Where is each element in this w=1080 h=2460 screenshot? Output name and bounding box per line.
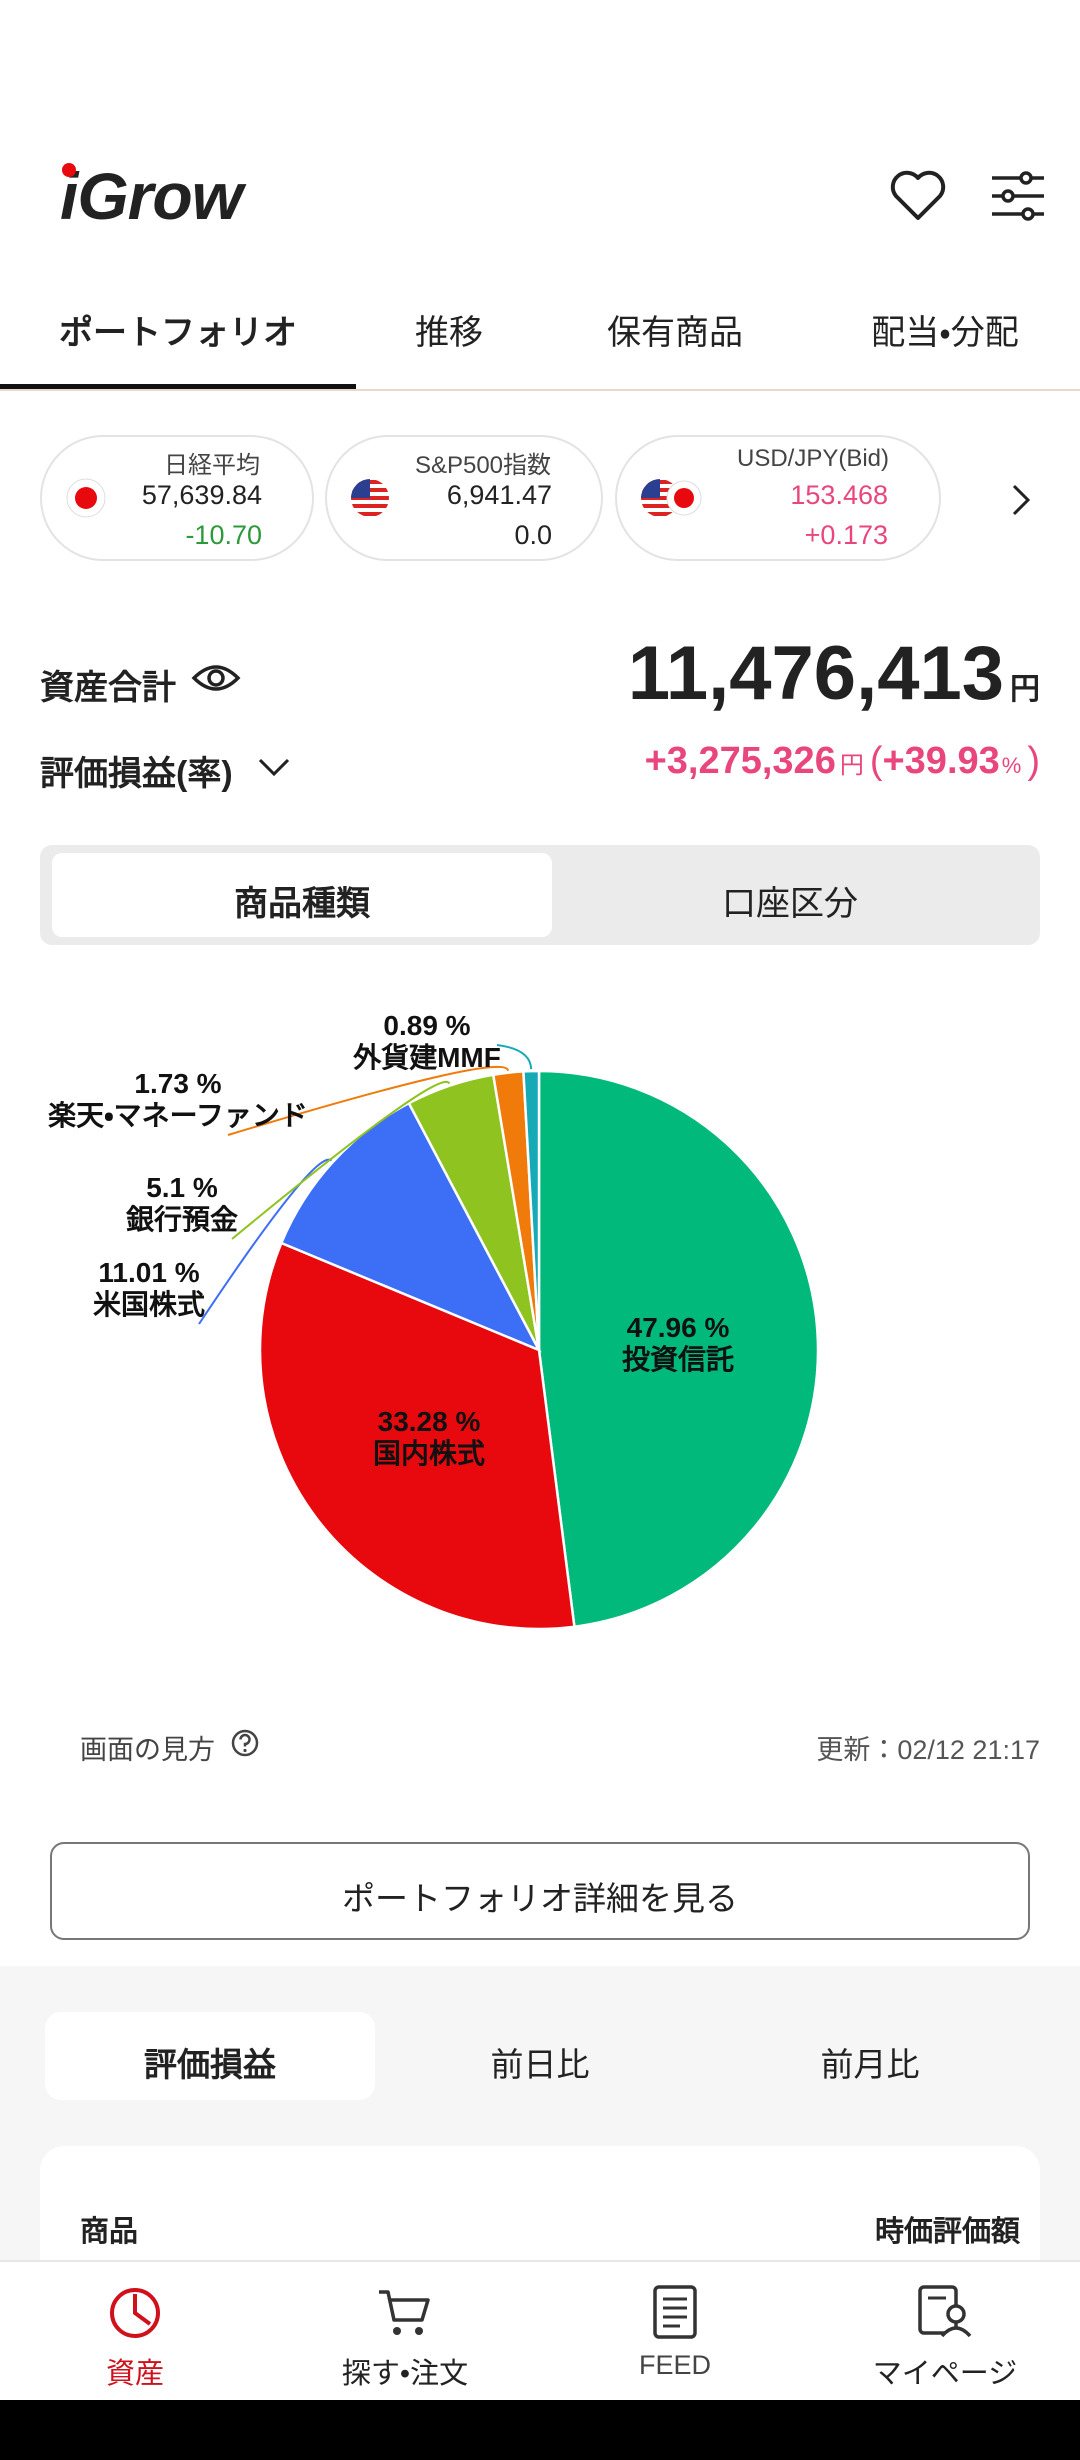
pie-value-label: 1.73 %: [134, 1068, 221, 1099]
detail-button-label[interactable]: ポートフォリオ詳細を見る: [342, 1880, 738, 1917]
detail-button[interactable]: [50, 1842, 1030, 1940]
next-arrow[interactable]: [1006, 480, 1036, 520]
segment-selected: [52, 853, 552, 937]
divider: [0, 389, 1080, 391]
market-card[interactable]: [325, 435, 603, 561]
compare-tab[interactable]: 前日比: [490, 2046, 590, 2083]
tab[interactable]: 保有商品: [607, 314, 743, 352]
tab[interactable]: ポートフォリオ: [59, 314, 297, 352]
leader-line: [198, 1158, 333, 1325]
table-header: 時価評価額: [874, 2216, 1020, 2248]
pie-slice: [537, 1069, 820, 1629]
flag-us-jp: [641, 479, 702, 517]
tab-indicator: [0, 384, 356, 390]
segment[interactable]: 商品種類: [234, 885, 370, 923]
settings-icon[interactable]: [988, 166, 1048, 226]
paren: ): [1027, 740, 1040, 782]
total-value: 11,476,413: [627, 631, 1004, 716]
segment[interactable]: 口座区分: [722, 885, 858, 923]
nav-icon-assets[interactable]: [108, 2286, 162, 2340]
pl-unit: 円: [839, 752, 864, 779]
market-change: 0.0: [514, 520, 552, 550]
leader-line: [496, 1044, 533, 1070]
nav-label[interactable]: 探す•注文: [341, 2358, 469, 2390]
market-change: -10.70: [185, 520, 262, 550]
leader-line: [227, 1065, 510, 1136]
compare-tab[interactable]: 前月比: [820, 2046, 920, 2083]
nav-label[interactable]: FEED: [638, 2350, 712, 2380]
pie-slice: [522, 1069, 541, 1351]
pie-category-label: 楽天・マネーファンド: [48, 1100, 308, 1131]
nav-label[interactable]: マイページ: [872, 2358, 1018, 2390]
pie-value-label: 5.1 %: [146, 1172, 218, 1203]
chevron-down[interactable]: [256, 752, 292, 782]
pl-rate-unit: %: [1001, 753, 1022, 778]
total-label: 資産合計: [40, 669, 176, 707]
pie-value-label: 11.01 %: [98, 1257, 199, 1288]
pie-value-label: 47.96 %: [627, 1312, 730, 1343]
nav-icon-mypage[interactable]: [916, 2284, 974, 2340]
pie-chart: 47.96 %投資信託 33.28 %国内株式 11.01 %米国株式 5.1 %銀行…: [48, 1010, 820, 1631]
nav-icon-cart[interactable]: [376, 2286, 432, 2340]
market-price: 6,941.47: [446, 480, 552, 510]
pie-category-label: 国内株式: [373, 1438, 485, 1469]
flag-us: [351, 479, 389, 517]
market-name: 日経平均: [164, 452, 260, 479]
market-card[interactable]: [40, 435, 314, 561]
total-unit: 円: [1010, 673, 1040, 706]
updated-time: 更新：02/12 21:17: [816, 1735, 1040, 1765]
pl-value: +3,275,326: [644, 740, 836, 782]
nav-icon-feed[interactable]: [650, 2284, 700, 2340]
nav-label[interactable]: 資産: [105, 2358, 165, 2390]
market-price: 153.468: [790, 480, 888, 510]
pie-category-label: 銀行預金: [125, 1203, 238, 1235]
tab[interactable]: 配当・分配: [871, 314, 1019, 352]
flag-jp: [66, 478, 106, 518]
logo: iGrow: [60, 159, 243, 233]
market-change: +0.173: [804, 520, 888, 550]
help-icon[interactable]: [230, 1728, 260, 1758]
market-name: S&P500指数: [414, 452, 552, 479]
help-link[interactable]: 画面の見方: [80, 1735, 215, 1765]
total: 11,476,413 円: [628, 630, 1040, 717]
leader-line: [231, 1080, 451, 1240]
pl-rate: +39.93: [882, 740, 1000, 782]
market-card[interactable]: [615, 435, 941, 561]
pie-category-label: 投資信託: [622, 1344, 734, 1375]
pl: +3,275,326 円 ( +39.93 % ): [645, 740, 1040, 783]
system-bar: [0, 2400, 1080, 2460]
market-price: 57,639.84: [141, 480, 262, 510]
bottom-nav: [0, 2260, 1080, 2402]
pie-value-label: 0.89 %: [383, 1010, 470, 1041]
tab[interactable]: 推移: [415, 314, 483, 352]
pl-label[interactable]: 評価損益(率): [40, 755, 233, 793]
logo-dot: [62, 163, 76, 177]
favorite-icon[interactable]: [888, 166, 948, 226]
pie-category-label: 米国株式: [93, 1289, 205, 1320]
pie-category-label: 外貨建MMF: [352, 1041, 501, 1073]
compare-selected: [45, 2012, 375, 2100]
table-header: 商品: [80, 2216, 139, 2248]
eye-icon[interactable]: [190, 656, 242, 700]
compare-tab[interactable]: 評価損益: [144, 2046, 276, 2083]
market-name: USD/JPY(Bid): [736, 445, 890, 472]
pie-slice: [258, 1241, 576, 1631]
pie-value-label: 33.28 %: [378, 1406, 481, 1437]
paren: (: [869, 740, 883, 782]
